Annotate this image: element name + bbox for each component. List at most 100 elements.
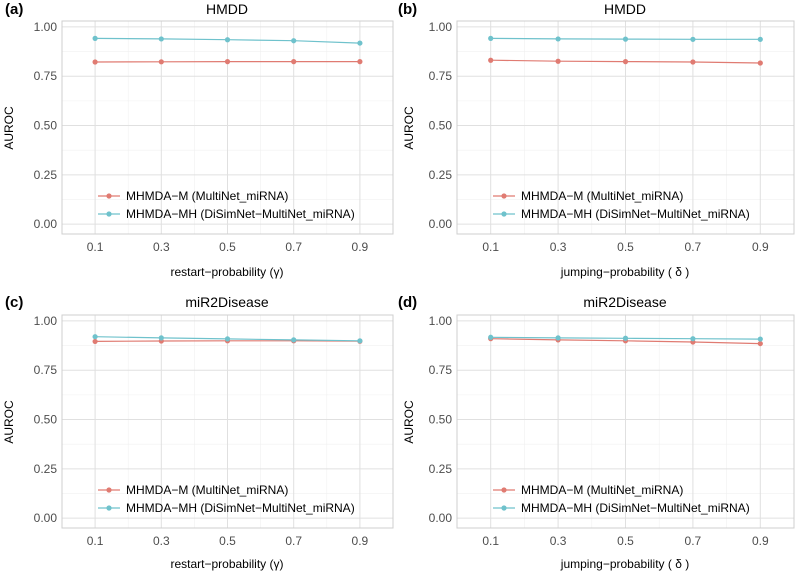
data-point (357, 40, 363, 46)
x-tick-label: 0.3 (153, 534, 170, 548)
data-point (757, 340, 763, 347)
y-axis-title: AUROC (402, 400, 416, 444)
data-point (622, 36, 629, 42)
data-point (92, 59, 98, 65)
panel-border (61, 314, 394, 529)
x-tick-label: 0.3 (550, 534, 567, 548)
data-point (158, 36, 164, 42)
y-tick-label: 0.25 (429, 168, 453, 182)
legend-entry: MHMDA−M (MultiNet_miRNA) (521, 189, 683, 203)
y-tick-label: 0.00 (34, 511, 58, 525)
panel-label: (a) (5, 1, 23, 18)
data-point (224, 59, 231, 65)
x-tick-label: 0.7 (285, 240, 302, 254)
data-point (291, 59, 297, 65)
data-point (555, 58, 561, 64)
data-point (224, 37, 231, 43)
x-tick-label: 0.5 (617, 240, 634, 254)
x-tick-label: 0.7 (285, 534, 302, 548)
data-point (158, 59, 164, 65)
y-tick-label: 0.00 (34, 217, 58, 231)
x-tick-label: 0.3 (550, 240, 567, 254)
y-tick-label: 1.00 (34, 314, 58, 328)
data-point (690, 59, 696, 65)
panel-border (61, 20, 394, 235)
y-tick-label: 1.00 (429, 20, 453, 34)
x-axis-title: jumping−probability ( δ ) (560, 557, 689, 571)
chart-panel-b: 0.00 0.25 0.50 0.75 1.00 0.1 0.3 0.5 0.7 0.9 MHMDA… (398, 1, 795, 279)
data-point (555, 36, 561, 42)
x-tick-label: 0.5 (219, 534, 236, 548)
legend-entry: MHMDA−M (MultiNet_miRNA) (126, 483, 288, 497)
legend-key-point (501, 487, 507, 493)
y-tick-label: 0.25 (34, 462, 58, 476)
x-axis-title: restart−probability (γ) (170, 557, 283, 571)
panel-label: (c) (5, 294, 23, 311)
y-tick-label: 0.25 (429, 462, 453, 476)
x-tick-label: 0.5 (219, 240, 236, 254)
legend-key-point (501, 505, 507, 511)
data-point (690, 336, 696, 342)
y-tick-label: 0.25 (34, 168, 58, 182)
data-point (158, 335, 164, 341)
x-tick-label: 0.1 (87, 240, 104, 254)
chart-panel-d: 0.00 0.25 0.50 0.75 1.00 0.1 0.3 0.5 0.7 0.9 MHMDA… (398, 294, 795, 571)
y-axis-title: AUROC (402, 106, 416, 150)
data-point (690, 36, 696, 42)
legend-key-point (106, 211, 112, 217)
y-tick-label: 0.50 (429, 119, 453, 133)
data-point (488, 57, 494, 63)
data-point (488, 334, 494, 340)
x-tick-label: 0.9 (352, 534, 369, 548)
x-tick-label: 0.1 (87, 534, 104, 548)
y-tick-label: 0.00 (429, 511, 453, 525)
chart-title: miR2Disease (185, 294, 268, 310)
x-tick-label: 0.7 (685, 534, 702, 548)
y-tick-label: 0.50 (34, 119, 58, 133)
x-axis-title: restart−probability (γ) (170, 265, 283, 279)
y-tick-label: 0.75 (429, 69, 453, 83)
data-point (357, 338, 363, 344)
data-point (555, 335, 561, 341)
y-tick-label: 0.50 (429, 413, 453, 427)
data-point (757, 36, 763, 42)
y-axis-title: AUROC (2, 400, 16, 444)
legend-entry: MHMDA−MH (DiSimNet−MultiNet_miRNA) (521, 207, 750, 221)
y-tick-label: 0.75 (34, 69, 58, 83)
chart-title: HMDD (206, 1, 248, 17)
x-tick-label: 0.1 (482, 240, 499, 254)
panel-label: (d) (398, 294, 417, 311)
legend-entry: MHMDA−MH (DiSimNet−MultiNet_miRNA) (126, 501, 355, 515)
legend-key-point (106, 487, 112, 493)
data-point (622, 59, 629, 65)
legend-entry: MHMDA−MH (DiSimNet−MultiNet_miRNA) (126, 207, 355, 221)
chart-panel-c: 0.00 0.25 0.50 0.75 1.00 0.1 0.3 0.5 0.7 0.9 MHMDA… (2, 294, 394, 571)
legend-key-point (501, 193, 507, 199)
legend-entry: MHMDA−M (MultiNet_miRNA) (126, 189, 288, 203)
data-point (622, 335, 629, 341)
legend-entry: MHMDA−M (MultiNet_miRNA) (521, 483, 683, 497)
panel-border (456, 20, 795, 235)
x-tick-label: 0.5 (617, 534, 634, 548)
chart-title: miR2Disease (583, 294, 666, 310)
data-point (92, 35, 98, 41)
data-point (92, 338, 98, 345)
panel-border (456, 314, 795, 529)
legend-key-point (106, 193, 112, 199)
legend-key-point (106, 505, 112, 511)
y-tick-label: 1.00 (34, 20, 58, 34)
y-tick-label: 1.00 (429, 314, 453, 328)
x-tick-label: 0.7 (685, 240, 702, 254)
data-point (488, 35, 494, 41)
data-point (757, 336, 763, 342)
chart-panel-a: 0.00 0.25 0.50 0.75 1.00 0.1 0.3 0.5 0.7 0.9 MHMDA… (2, 1, 394, 279)
chart-title: HMDD (604, 1, 646, 17)
y-tick-label: 0.50 (34, 413, 58, 427)
legend-key-point (501, 211, 507, 217)
data-point (92, 334, 98, 340)
y-tick-label: 0.75 (34, 363, 58, 377)
y-tick-label: 0.75 (429, 363, 453, 377)
data-point (291, 337, 297, 343)
x-axis-title: jumping−probability ( δ ) (560, 265, 689, 279)
